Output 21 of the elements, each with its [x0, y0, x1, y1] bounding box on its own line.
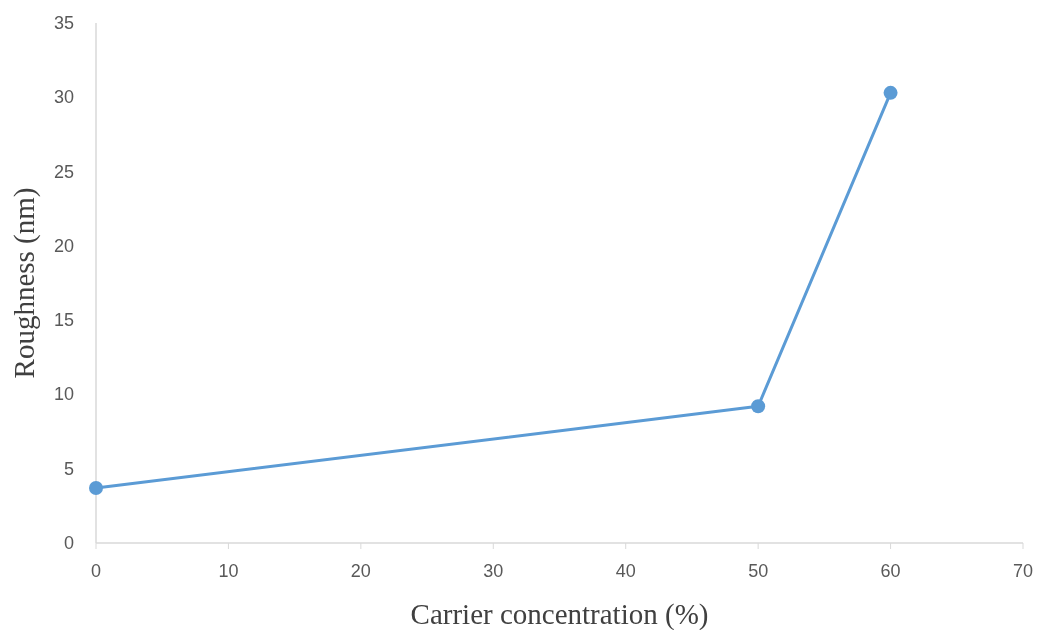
y-tick-label: 20	[53, 235, 74, 256]
x-tick-label: 30	[483, 561, 504, 581]
y-tick-label: 0	[63, 533, 74, 553]
x-tick-label: 70	[1012, 561, 1034, 581]
point	[751, 399, 766, 414]
y-tick-label: 15	[53, 310, 74, 331]
point	[883, 85, 898, 100]
y-axis-title: Roughness (nm)	[8, 187, 41, 379]
y-tick-label: 25	[53, 161, 74, 182]
y-tick-label: 5	[63, 458, 74, 479]
x-tick-label: 0	[90, 561, 102, 581]
point	[89, 481, 103, 496]
y-tick-label: 30	[53, 87, 74, 108]
y-tick-label: 35	[53, 13, 74, 33]
x-tick-label: 40	[615, 561, 636, 581]
x-axis-title: Carrier concentration (%)	[410, 598, 709, 630]
x-tick-label: 20	[350, 561, 371, 581]
y-tick-label: 10	[53, 384, 74, 405]
x-tick-label: 60	[880, 561, 901, 581]
x-tick-label: 10	[218, 561, 239, 581]
x-tick-label: 50	[748, 561, 769, 581]
